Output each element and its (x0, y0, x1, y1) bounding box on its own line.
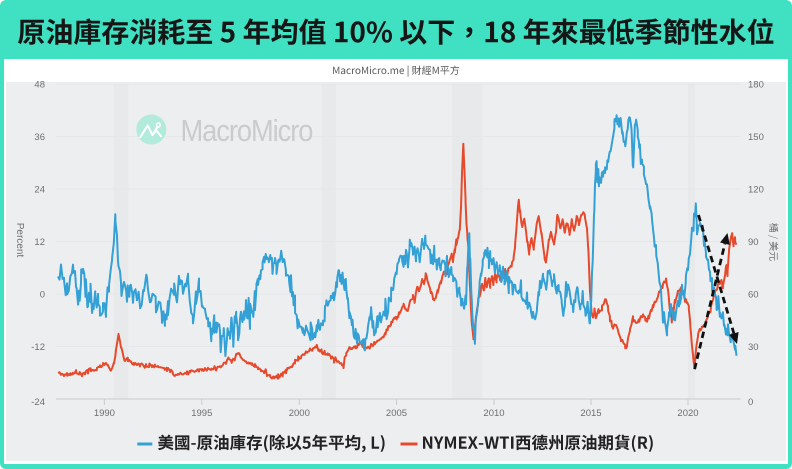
svg-text:2000: 2000 (289, 408, 310, 419)
svg-text:0: 0 (40, 289, 45, 300)
svg-text:0: 0 (748, 397, 753, 408)
svg-text:36: 36 (34, 132, 45, 143)
svg-text:120: 120 (748, 184, 764, 195)
svg-text:MacroMicro: MacroMicro (181, 114, 313, 148)
svg-text:1990: 1990 (94, 408, 115, 419)
svg-text:30: 30 (748, 342, 759, 353)
svg-text:2015: 2015 (580, 408, 601, 419)
svg-text:1995: 1995 (191, 408, 212, 419)
svg-text:2005: 2005 (386, 408, 407, 419)
svg-text:2020: 2020 (677, 408, 698, 419)
svg-text:-12: -12 (31, 342, 45, 353)
svg-text:Percent: Percent (14, 223, 25, 258)
svg-text:2010: 2010 (483, 408, 504, 419)
svg-text:180: 180 (748, 79, 764, 90)
svg-text:24: 24 (34, 184, 45, 195)
svg-text:-24: -24 (31, 397, 45, 408)
svg-text:60: 60 (748, 289, 759, 300)
svg-text:90: 90 (748, 237, 759, 248)
svg-text:12: 12 (34, 237, 45, 248)
svg-text:150: 150 (748, 132, 764, 143)
svg-text:48: 48 (34, 79, 45, 90)
